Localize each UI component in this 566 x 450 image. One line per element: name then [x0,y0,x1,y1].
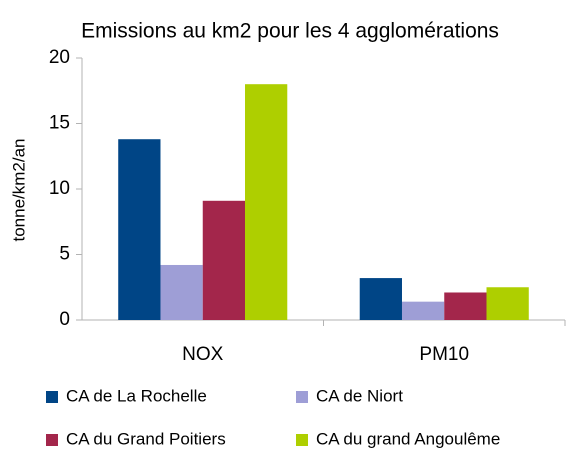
legend-swatch [296,391,308,403]
legend-swatch [46,434,58,446]
y-axis-label: tonne/km2/an [9,138,28,241]
legend-swatch [46,391,58,403]
bar [444,292,487,320]
y-tick-label: 20 [49,47,70,68]
y-tick-label: 10 [49,178,70,199]
x-tick-label: PM10 [419,344,469,365]
chart-title: Emissions au km2 pour les 4 agglomératio… [81,20,499,43]
legend-label: CA du Grand Poitiers [66,429,226,448]
y-tick-label: 5 [59,244,70,265]
bar [118,139,161,320]
bar [359,278,402,320]
bar [160,264,203,320]
bar [486,287,529,320]
x-tick-label: NOX [182,344,224,365]
y-tick-label: 0 [59,309,70,330]
bar [245,84,288,320]
legend-label: CA du grand Angoulême [316,429,500,448]
bar [202,200,246,320]
legend-swatch [296,434,308,446]
y-tick-label: 15 [49,113,70,134]
legend-label: CA de La Rochelle [66,386,207,405]
bar [401,301,445,320]
legend-label: CA de Niort [316,386,403,405]
